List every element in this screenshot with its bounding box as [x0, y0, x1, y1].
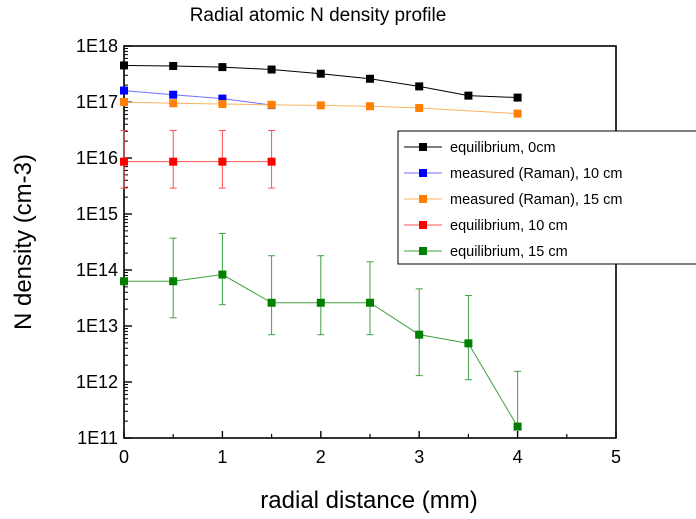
data-point: [415, 104, 424, 113]
data-point: [366, 74, 374, 83]
data-point: [366, 298, 374, 307]
series-4: [120, 232, 522, 431]
data-point: [169, 61, 178, 70]
legend-label: equilibrium, 0cm: [450, 140, 556, 156]
series-0: [120, 61, 522, 102]
y-tick-label: 1E18: [76, 36, 118, 56]
data-point: [218, 270, 227, 279]
y-tick-label: 1E12: [76, 372, 118, 392]
legend-marker: [419, 247, 427, 255]
data-point: [513, 93, 522, 102]
data-point: [120, 61, 128, 70]
series-3: [120, 129, 276, 189]
y-tick-label: 1E17: [76, 92, 118, 112]
data-point: [120, 277, 128, 286]
data-point: [513, 109, 522, 118]
legend: equilibrium, 0cm measured (Raman), 10 cm m…: [397, 130, 696, 265]
x-tick-label: 2: [316, 447, 326, 467]
x-tick-label: 1: [217, 447, 227, 467]
data-point: [316, 101, 325, 110]
legend-marker: [419, 143, 427, 151]
data-point: [267, 298, 276, 307]
data-point: [218, 94, 227, 103]
legend-label: measured (Raman), 10 cm: [450, 166, 622, 182]
x-tick-label: 4: [513, 447, 523, 467]
data-point: [366, 102, 374, 111]
data-point: [464, 339, 473, 348]
series-line: [123, 101, 518, 115]
data-point: [218, 157, 227, 166]
legend-box: [397, 130, 696, 265]
x-tick-label: 0: [119, 447, 129, 467]
data-point: [169, 277, 178, 286]
data-point: [218, 100, 227, 109]
data-point: [316, 298, 325, 307]
data-point: [120, 86, 128, 95]
legend-marker: [419, 195, 427, 203]
y-tick-label: 1E16: [76, 148, 118, 168]
series-layer: [120, 61, 522, 431]
y-tick-label: 1E13: [76, 316, 118, 336]
data-point: [267, 65, 276, 74]
y-tick-label: 1E11: [77, 428, 118, 448]
y-axis-label: N density (cm-3): [10, 154, 37, 330]
x-tick-label: 5: [611, 447, 621, 467]
data-point: [513, 422, 522, 431]
legend-label: equilibrium, 10 cm: [450, 218, 568, 234]
x-axis-label: radial distance (mm): [260, 487, 477, 514]
chart-title: Radial atomic N density profile: [190, 5, 447, 26]
series-2: [120, 98, 522, 118]
y-tick-label: 1E15: [76, 204, 118, 224]
data-point: [267, 100, 276, 109]
data-point: [120, 157, 128, 166]
legend-label: equilibrium, 15 cm: [450, 244, 568, 260]
data-point: [169, 90, 178, 99]
data-point: [169, 157, 178, 166]
series-line: [123, 90, 272, 106]
legend-label: measured (Raman), 15 cm: [450, 192, 622, 208]
data-point: [218, 63, 227, 72]
data-point: [415, 330, 424, 339]
data-point: [120, 98, 128, 106]
axis-tick-labels: 0 1 2 3 4 5 1E11 1E12 1E13 1E14 1E15 1E16 1E17 1E18: [76, 36, 621, 467]
data-point: [267, 157, 276, 166]
data-point: [316, 69, 325, 78]
data-point: [169, 99, 178, 108]
y-tick-label: 1E14: [76, 260, 118, 280]
legend-marker: [419, 169, 427, 177]
data-point: [415, 82, 424, 91]
legend-marker: [419, 221, 427, 229]
x-tick-label: 3: [414, 447, 424, 467]
data-point: [464, 91, 473, 100]
